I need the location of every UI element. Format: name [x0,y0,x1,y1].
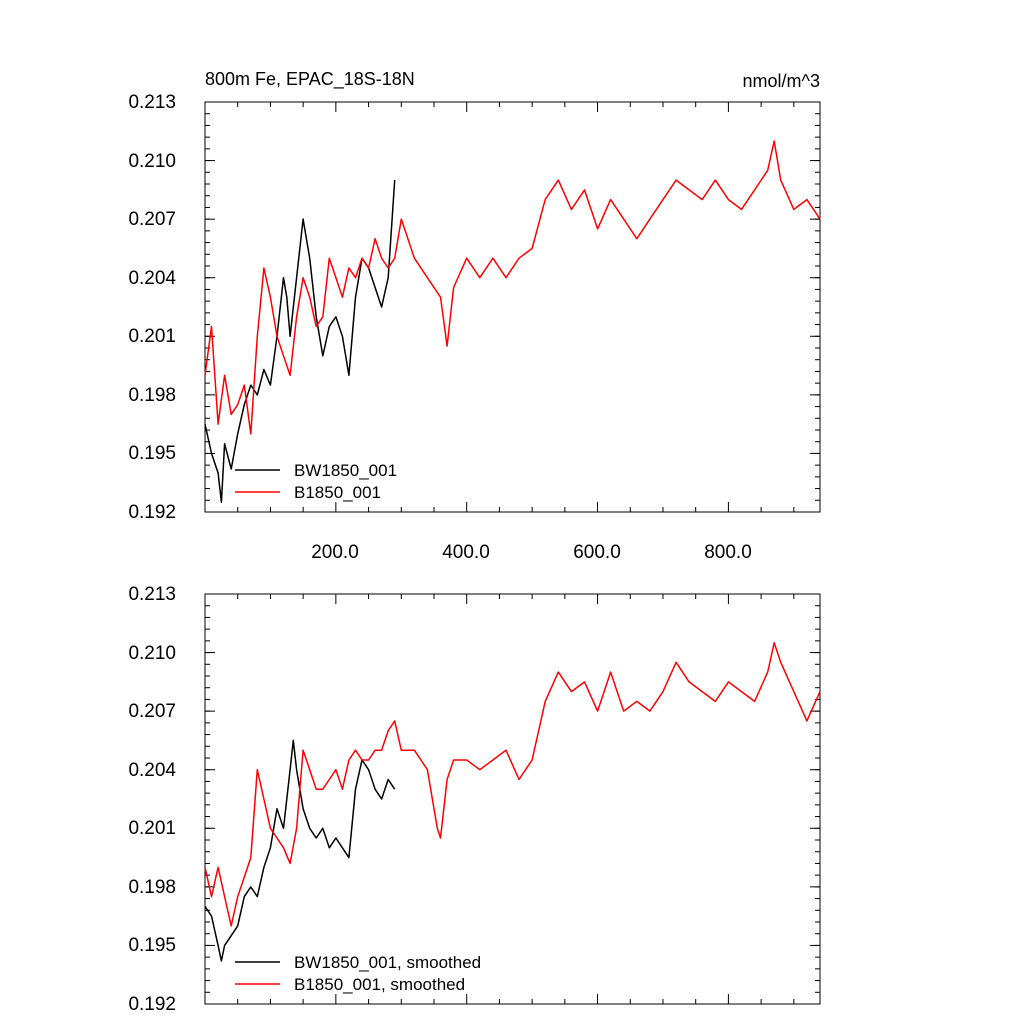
top-legend-label-bw1850: BW1850_001 [294,461,397,480]
top-series-lines [204,140,821,503]
top-legend: BW1850_001 B1850_001 [235,461,397,502]
top-minor-ticks [205,101,820,513]
bottom-y-tick-labels: 0.192 0.195 0.198 0.201 0.204 0.207 0.21… [128,584,176,1015]
top-legend-label-b1850: B1850_001 [294,483,381,502]
top-y-tick-label: 0.210 [128,151,176,172]
bottom-panel: 0.192 0.195 0.198 0.201 0.204 0.207 0.21… [128,584,821,1015]
top-chart-title: 800m Fe, EPAC_18S-18N [205,69,415,90]
top-y-tick-label: 0.213 [128,92,176,113]
bottom-y-tick-label: 0.201 [128,818,176,839]
top-y-tick-label: 0.198 [128,385,176,406]
top-series-line-bw1850-001 [204,180,396,503]
bottom-legend-label-b1850: B1850_001, smoothed [294,975,465,994]
bottom-y-tick-label: 0.204 [128,760,176,781]
top-major-ticks [205,101,820,513]
bottom-plot-frame [204,593,821,1005]
bottom-legend-label-bw1850: BW1850_001, smoothed [294,953,481,972]
bottom-y-tick-label: 0.192 [128,994,176,1015]
top-y-tick-label: 0.201 [128,326,176,347]
top-x-tick-labels: 200.0 400.0 600.0 800.0 [311,542,752,563]
bottom-y-tick-label: 0.210 [128,643,176,664]
top-x-tick-label: 800.0 [704,542,752,563]
top-series-line-b1850-001 [204,140,821,435]
bottom-y-tick-label: 0.198 [128,877,176,898]
bottom-y-tick-label: 0.213 [128,584,176,605]
top-x-tick-label: 400.0 [442,542,490,563]
bottom-minor-ticks [205,593,820,1005]
bottom-series-line-b1850-001-smoothed [204,642,821,927]
top-y-tick-label: 0.207 [128,209,176,230]
bottom-legend: BW1850_001, smoothed B1850_001, smoothed [235,953,481,994]
top-x-tick-label: 600.0 [573,542,621,563]
top-chart-units: nmol/m^3 [743,71,820,91]
top-y-tick-label: 0.192 [128,502,176,523]
top-y-tick-label: 0.204 [128,268,176,289]
bottom-major-ticks [205,593,820,1005]
bottom-series-line-bw1850-001-smoothed [204,739,396,962]
top-y-tick-labels: 0.192 0.195 0.198 0.201 0.204 0.207 0.21… [128,92,176,523]
top-panel: 800m Fe, EPAC_18S-18N nmol/m^3 0.192 0.1… [128,69,821,563]
bottom-y-tick-label: 0.207 [128,701,176,722]
top-plot-frame [204,101,821,513]
bottom-series-lines [204,642,821,962]
top-y-tick-label: 0.195 [128,443,176,464]
top-x-tick-label: 200.0 [311,542,359,563]
bottom-y-tick-label: 0.195 [128,935,176,956]
